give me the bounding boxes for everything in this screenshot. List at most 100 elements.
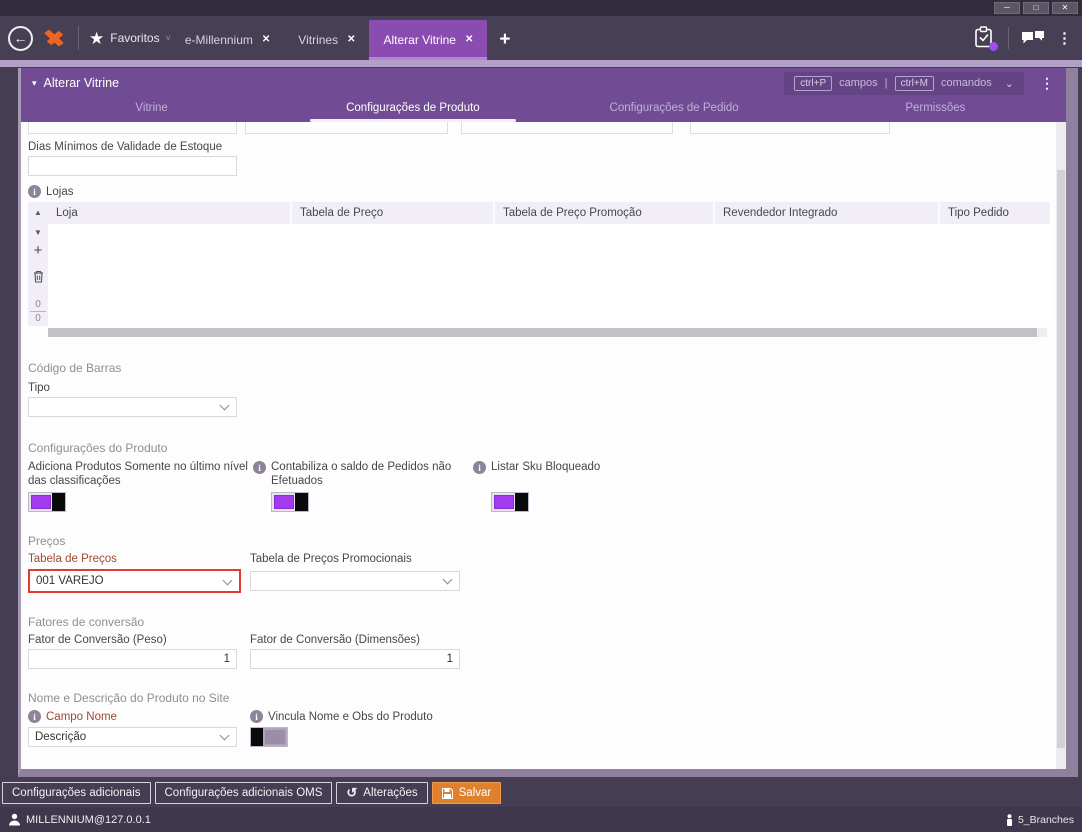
lojas-table: ▲ ▼ + 0 0 Loja Tabela de Preço Tabela de…	[28, 202, 1050, 326]
fatores-section-title: Fatores de conversão	[28, 615, 145, 629]
tab-alterar-vitrine[interactable]: Alterar Vitrine ✕	[369, 19, 488, 60]
tasks-button[interactable]	[974, 26, 998, 51]
configuracoes-adicionais-oms-button[interactable]: Configurações adicionais OMS	[154, 782, 333, 804]
divider	[78, 26, 79, 50]
chevron-down-icon	[222, 575, 233, 586]
table-header-row: Loja Tabela de Preço Tabela de Preço Pro…	[48, 202, 1050, 224]
tab-permissoes[interactable]: Permissões	[905, 102, 966, 114]
maximize-button[interactable]: □	[1023, 2, 1049, 14]
alterar-vitrine-panel: ▾ Alterar Vitrine ctrl+P campos | ctrl+M…	[18, 68, 1078, 777]
vincula-nome-label: Vincula Nome e Obs do Produto	[268, 710, 433, 723]
toggle-contabiliza-saldo[interactable]	[271, 492, 309, 512]
info-icon[interactable]: i	[253, 461, 266, 474]
close-button[interactable]: ✕	[1052, 2, 1078, 14]
table-body-empty[interactable]	[48, 224, 1050, 326]
tipo-label: Tipo	[28, 382, 50, 394]
panel-title: Alterar Vitrine	[43, 76, 120, 90]
dias-minimos-input[interactable]	[28, 156, 237, 176]
config-produto-section-title: Configurações do Produto	[28, 441, 168, 455]
footer-button-bar: Configurações adicionais Configurações a…	[0, 780, 1082, 807]
millennium-logo-icon[interactable]	[42, 26, 66, 50]
toggle-adiciona-produtos[interactable]	[28, 492, 66, 512]
salvar-button[interactable]: Salvar	[431, 782, 502, 804]
window-controls: ─ □ ✕	[994, 2, 1078, 14]
separator: |	[884, 77, 888, 89]
toggle-vincula-nome[interactable]	[250, 727, 288, 747]
info-icon[interactable]: i	[28, 710, 41, 723]
close-tab-icon[interactable]: ✕	[464, 34, 474, 45]
nome-descricao-section-title: Nome e Descrição do Produto no Site	[28, 691, 230, 705]
tab-configuracoes-de-pedido[interactable]: Configurações de Pedido	[609, 102, 739, 114]
scrollbar-thumb[interactable]	[1057, 170, 1065, 748]
tabela-precos-select-value: 001 VAREJO	[36, 575, 104, 587]
chevron-down-icon: ˅	[165, 33, 171, 43]
form-content: Dias Mínimos de Validade de Estoque i Lo…	[21, 122, 1066, 769]
new-tab-button[interactable]: +	[499, 29, 511, 50]
fator-peso-input[interactable]: 1	[28, 649, 237, 669]
status-bar: MILLENNIUM@127.0.0.1 5_Branches	[0, 807, 1082, 832]
panel-tabs: Vitrine Configurações de Produto Configu…	[21, 98, 1066, 122]
tab-e-millennium[interactable]: e-Millennium ✕	[171, 21, 284, 59]
sort-asc-icon[interactable]: ▲	[34, 208, 42, 217]
configuracoes-adicionais-button[interactable]: Configurações adicionais	[2, 782, 151, 804]
fator-peso-label: Fator de Conversão (Peso)	[28, 634, 167, 646]
tab-vitrine[interactable]: Vitrine	[135, 102, 168, 114]
divider	[1008, 27, 1009, 49]
clipped-field[interactable]	[461, 122, 673, 134]
tipo-select[interactable]	[28, 397, 237, 417]
column-header-tipo-pedido[interactable]: Tipo Pedido	[938, 202, 1050, 224]
column-header-tabela-preco-promocao[interactable]: Tabela de Preço Promoção	[493, 202, 713, 224]
close-tab-icon[interactable]: ✕	[347, 34, 356, 45]
add-row-button[interactable]: +	[33, 242, 43, 259]
panel-header: ▾ Alterar Vitrine ctrl+P campos | ctrl+M…	[21, 68, 1066, 98]
panel-menu-icon[interactable]: ⋮	[1040, 74, 1054, 91]
column-header-tabela-preco[interactable]: Tabela de Preço	[290, 202, 493, 224]
back-button[interactable]: ←	[8, 25, 33, 51]
info-icon[interactable]: i	[473, 461, 486, 474]
info-icon[interactable]: i	[250, 710, 263, 723]
tabela-precos-select[interactable]: 001 VAREJO	[28, 569, 241, 593]
clipped-fields-row	[28, 122, 1050, 134]
content-vertical-scrollbar[interactable]	[1056, 122, 1066, 769]
info-icon[interactable]: i	[28, 185, 41, 198]
tab-vitrines[interactable]: Vitrines ✕	[284, 21, 369, 59]
close-tab-icon[interactable]: ✕	[261, 34, 271, 45]
button-label: Configurações adicionais	[12, 787, 141, 799]
toggle-label-contabiliza-saldo: Contabiliza o saldo de Pedidos não Efetu…	[271, 461, 452, 487]
chevron-down-icon[interactable]: ⌄	[1004, 77, 1014, 90]
clipped-field[interactable]	[690, 122, 890, 134]
save-icon	[441, 787, 453, 799]
shortcut-key-commands: ctrl+M	[894, 75, 935, 91]
table-horizontal-scrollbar[interactable]	[48, 328, 1047, 337]
collapse-caret-icon[interactable]: ▾	[32, 77, 37, 88]
chat-icon[interactable]	[1021, 29, 1045, 47]
kebab-menu-icon[interactable]: ⋮	[1057, 30, 1072, 47]
shortcut-key-fields: ctrl+P	[794, 75, 833, 91]
tab-configuracoes-de-produto[interactable]: Configurações de Produto	[282, 98, 543, 122]
codigo-barras-section-title: Código de Barras	[28, 361, 122, 375]
alteracoes-button[interactable]: ↺ Alterações	[336, 782, 428, 804]
chevron-down-icon	[219, 400, 230, 411]
delete-row-icon[interactable]	[33, 270, 44, 283]
clipped-field[interactable]	[245, 122, 448, 134]
tabela-precos-promocionais-select[interactable]	[250, 571, 460, 591]
scrollbar-thumb[interactable]	[48, 328, 1037, 337]
campo-nome-label: Campo Nome	[46, 710, 117, 723]
shortcut-hints: ctrl+P campos | ctrl+M comandos ⌄	[784, 71, 1024, 95]
lojas-label: Lojas	[46, 185, 74, 198]
campo-nome-select[interactable]: Descrição	[28, 727, 237, 747]
toggle-listar-sku-bloqueado[interactable]	[491, 492, 529, 512]
back-icon: ←	[13, 29, 28, 46]
sort-desc-icon[interactable]: ▼	[34, 228, 42, 237]
favorites-label: Favoritos	[110, 31, 160, 45]
favorites-menu[interactable]: ★ Favoritos ˅	[89, 30, 171, 47]
column-header-loja[interactable]: Loja	[56, 207, 78, 219]
branches-label: 5_Branches	[1017, 813, 1074, 826]
fator-dimensoes-input[interactable]: 1	[250, 649, 460, 669]
chevron-down-icon	[442, 574, 453, 585]
fator-dimensoes-label: Fator de Conversão (Dimensões)	[250, 634, 421, 646]
tab-label: e-Millennium	[184, 32, 253, 47]
column-header-revendedor-integrado[interactable]: Revendedor Integrado	[713, 202, 938, 224]
clipped-field[interactable]	[28, 122, 237, 134]
minimize-button[interactable]: ─	[994, 2, 1020, 14]
